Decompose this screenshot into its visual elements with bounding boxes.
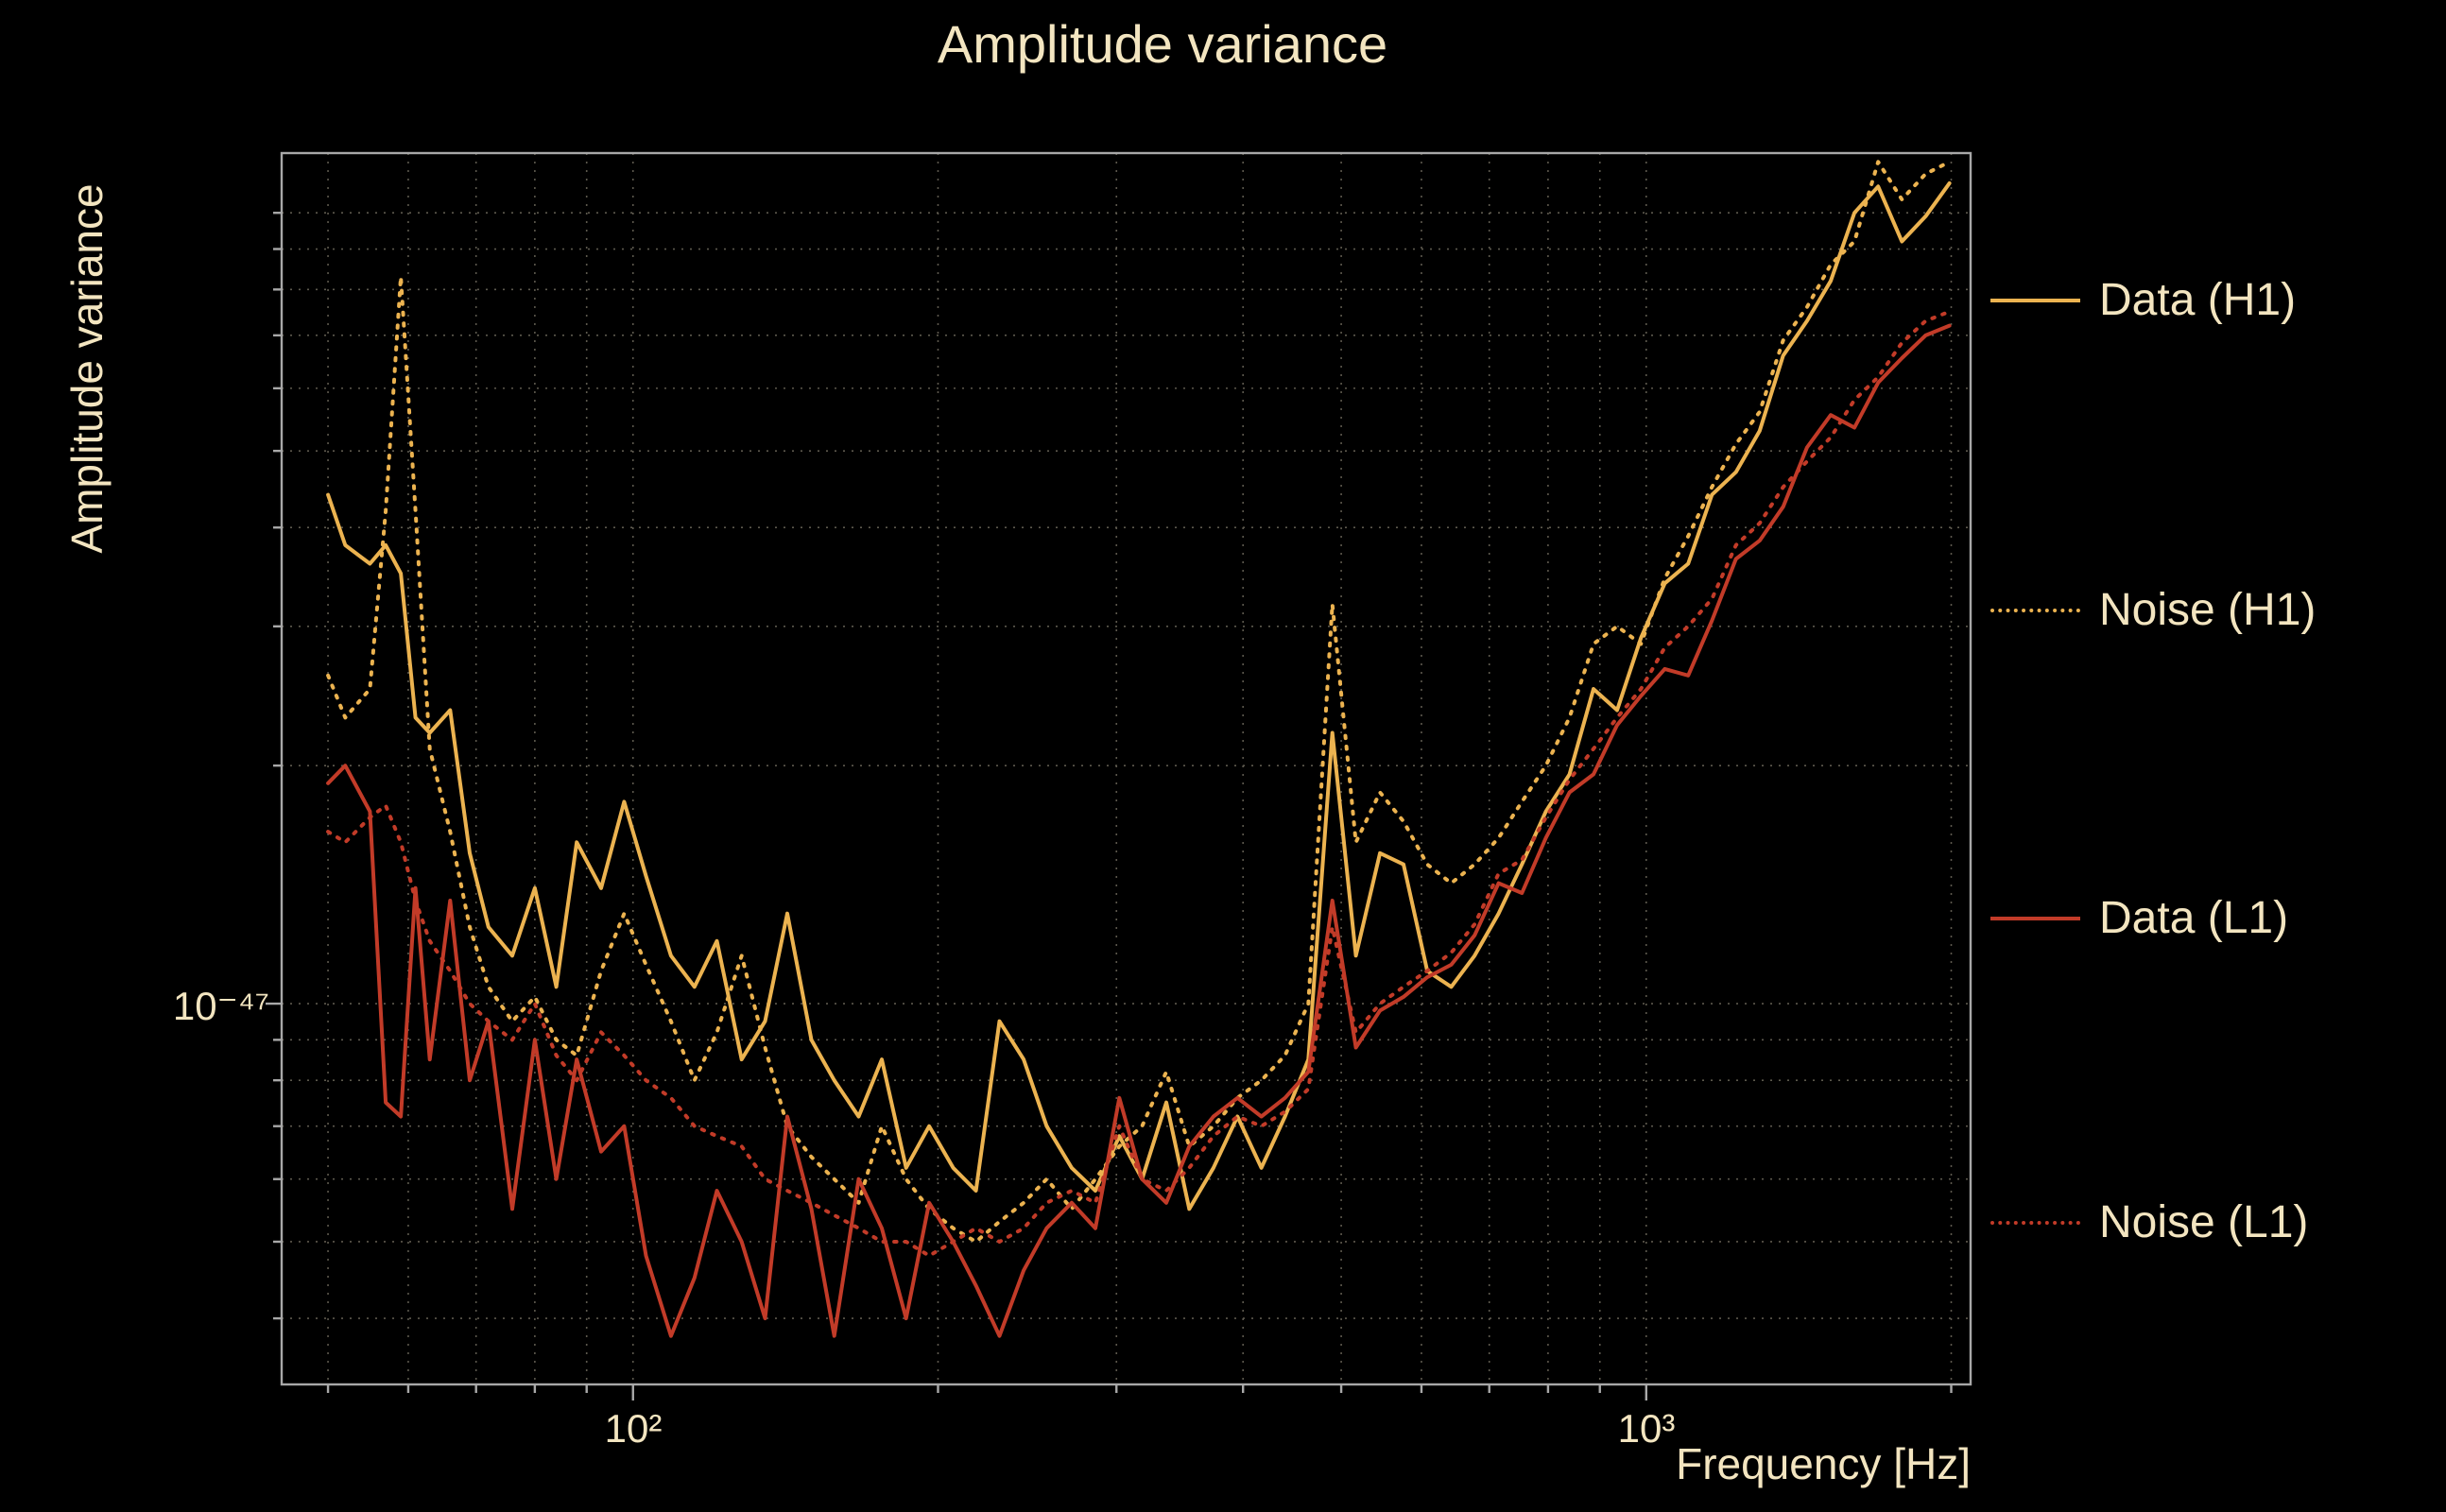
- x-axis-label: Frequency [Hz]: [1676, 1439, 1971, 1488]
- legend-label: Noise (H1): [2099, 585, 2317, 635]
- y-tick-label-1e-47: 10⁻⁴⁷: [172, 984, 269, 1028]
- axes-frame: [280, 151, 1972, 1386]
- legend-line-sample: [1990, 916, 2080, 920]
- legend-item-data-h1: Data (H1): [1990, 274, 2296, 326]
- legend-label: Data (L1): [2099, 893, 2289, 943]
- legend-label: Noise (L1): [2099, 1197, 2309, 1247]
- series-line-noise-l1: [326, 309, 1952, 1258]
- legend-line-sample: [1990, 298, 2080, 302]
- x-tick-label-100: 10²: [604, 1406, 663, 1451]
- y-axis-label: Amplitude variance: [62, 183, 112, 554]
- legend-item-noise-l1: Noise (L1): [1990, 1196, 2308, 1248]
- series-line-data-h1: [326, 180, 1952, 1211]
- series-line-data-l1: [326, 323, 1952, 1338]
- legend-label: Data (H1): [2099, 275, 2297, 325]
- legend-item-noise-h1: Noise (H1): [1990, 584, 2316, 636]
- legend-line-sample: [1990, 1220, 2080, 1225]
- legend-line-sample: [1990, 608, 2080, 612]
- x-tick-label-1000: 10³: [1617, 1406, 1676, 1451]
- chart-title: Amplitude variance: [937, 14, 1388, 74]
- legend-item-data-l1: Data (L1): [1990, 892, 2288, 944]
